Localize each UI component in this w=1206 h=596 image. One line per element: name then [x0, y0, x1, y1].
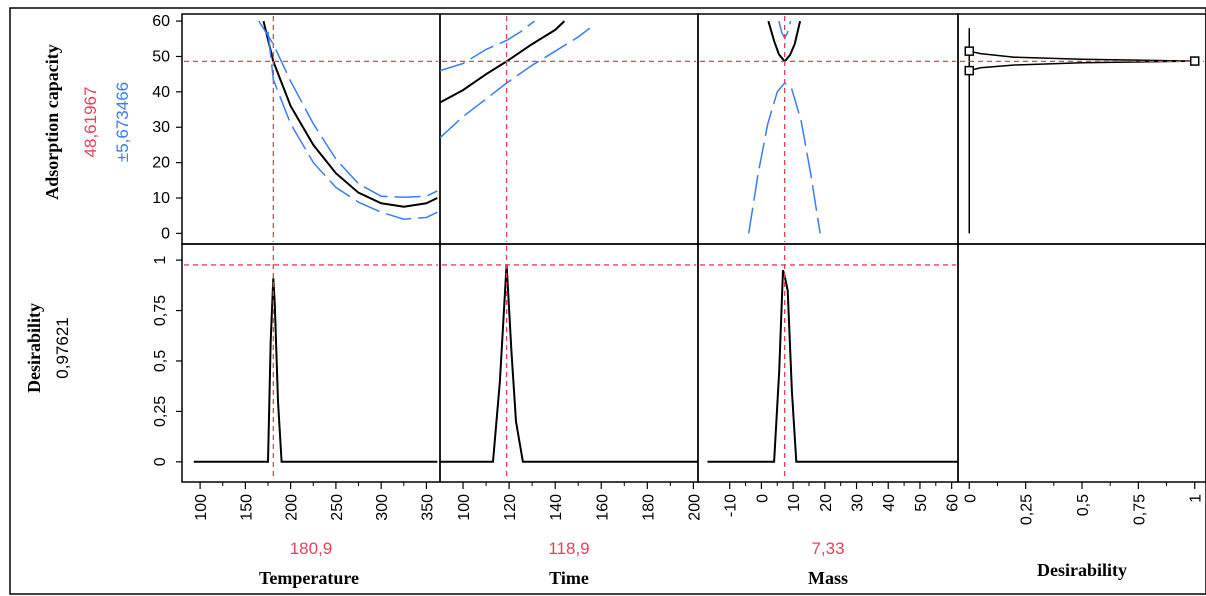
y-tick-label-desirability-0,75: 0,75 [152, 295, 169, 326]
x-tick-label-time-180: 180 [640, 494, 657, 521]
panel-border-r1-c2 [697, 243, 959, 483]
series-desirability-4 [193, 278, 438, 463]
x-tick-label-temperature-350: 350 [419, 494, 436, 521]
panel-1-time [440, 16, 696, 242]
y-tick-label-10: 10 [152, 190, 170, 207]
x-tick-label-mass-60: 60 [945, 494, 962, 512]
series-lower-0 [267, 31, 438, 220]
panel-0-temperature [184, 16, 438, 242]
x-tick-label-mass-20: 20 [818, 494, 835, 512]
x-tick-label-mass-0: 0 [754, 494, 771, 503]
panel-border-r1-c1 [439, 243, 699, 483]
x-tick-label-mass-10: 10 [786, 494, 803, 512]
y-tick-label-20: 20 [152, 155, 170, 172]
series-prediction-0 [262, 20, 438, 208]
series-desirability-6 [707, 269, 958, 463]
y-tick-label-50: 50 [152, 48, 170, 65]
panel-4-temperature [184, 246, 438, 480]
x-tick-label-time-100: 100 [456, 494, 473, 521]
y-label-response-ci: ±5,673466 [113, 82, 132, 162]
y-tick-label-desirability-0,5: 0,5 [152, 350, 169, 372]
x-tick-label-temperature-100: 100 [193, 494, 210, 521]
series-upper-0 [258, 20, 438, 199]
panel-border-r0-c1 [439, 13, 699, 245]
panel-2-mass [700, 16, 956, 242]
x-tick-label-mass--10: -10 [723, 494, 740, 517]
panel-3-desirability [960, 28, 1204, 234]
panel-6-mass [700, 246, 958, 480]
desirability-marker-2 [1189, 56, 1200, 66]
x-current-value-mass: 7,33 [811, 539, 844, 558]
y-tick-label-desirability-0,25: 0,25 [152, 396, 169, 427]
x-tick-label-temperature-200: 200 [284, 494, 301, 521]
panel-border-r0-c0 [181, 13, 441, 245]
series-lower-2 [747, 81, 821, 234]
desirability-marker-1 [964, 65, 975, 76]
desirability-marker-0 [964, 46, 975, 56]
outer-frame [9, 7, 1206, 595]
y-tick-label-0: 0 [161, 225, 170, 242]
x-tick-label-mass-40: 40 [881, 494, 898, 512]
y-label-desirability-name: Desirability [24, 303, 44, 393]
y-tick-label-60: 60 [152, 13, 170, 30]
x-current-value-temperature: 180,9 [290, 539, 333, 558]
x-factor-label-time: Time [549, 568, 589, 588]
y-label-desirability-value: 0,97621 [53, 317, 72, 378]
x-tick-label-desirability-0,25: 0,25 [1019, 494, 1036, 525]
x-tick-label-mass-50: 50 [913, 494, 930, 512]
series-lower-3 [969, 60, 1195, 72]
x-factor-label-mass: Mass [808, 568, 848, 588]
series-upper-3 [969, 50, 1195, 62]
y-tick-label-40: 40 [152, 84, 170, 101]
y-tick-label-desirability-1: 1 [152, 256, 169, 265]
y-label-response-value: 48,61967 [81, 87, 100, 158]
x-tick-label-time-120: 120 [502, 494, 519, 521]
series-upper-1 [440, 20, 535, 72]
x-tick-label-desirability-1: 1 [1188, 494, 1205, 503]
x-current-value-time: 118,9 [548, 539, 589, 558]
x-tick-label-temperature-250: 250 [329, 494, 346, 521]
y-tick-label-desirability-0: 0 [152, 457, 169, 466]
x-tick-label-time-200: 200 [686, 494, 703, 521]
y-tick-label-30: 30 [152, 119, 170, 136]
panel-border-r1-c0 [181, 243, 441, 483]
panel-5-time [440, 246, 698, 480]
x-tick-label-mass-30: 30 [850, 494, 867, 512]
x-tick-label-temperature-150: 150 [238, 494, 255, 521]
panel-border-r0-c2 [697, 13, 959, 245]
series-lower-1 [440, 27, 591, 139]
panel-border-r1-c3 [957, 243, 1206, 483]
x-tick-label-temperature-300: 300 [374, 494, 391, 521]
x-tick-label-desirability-0,5: 0,5 [1075, 494, 1092, 516]
x-tick-label-time-160: 160 [594, 494, 611, 521]
x-factor-label-desirability: Desirability [1037, 560, 1127, 580]
y-label-response-name: Adsorption capacity [42, 44, 62, 200]
series-desirability-5 [440, 264, 698, 463]
x-tick-label-desirability-0,75: 0,75 [1131, 494, 1148, 525]
x-tick-label-desirability-0: 0 [962, 494, 979, 503]
x-tick-label-time-140: 140 [548, 494, 565, 521]
x-factor-label-temperature: Temperature [259, 568, 359, 588]
panel-border-r0-c3 [957, 13, 1206, 245]
